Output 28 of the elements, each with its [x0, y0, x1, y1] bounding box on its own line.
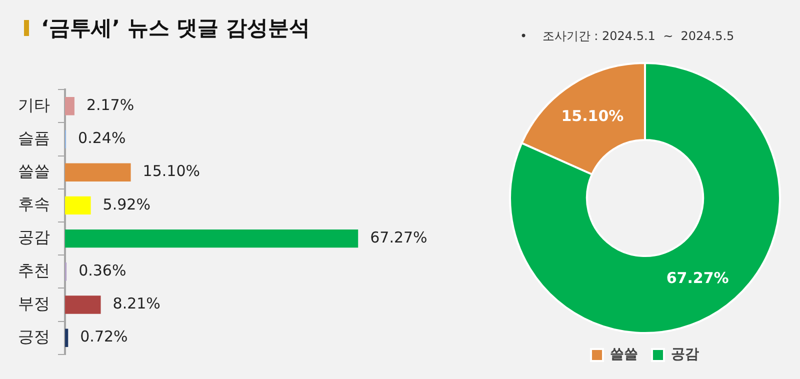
data-label: 8.21%	[112, 294, 160, 313]
data-label: 15.10%	[142, 162, 200, 180]
y-tick-label: 공감	[18, 228, 50, 247]
data-label: 0.72%	[80, 328, 128, 346]
data-label: 2.17%	[86, 96, 134, 114]
data-label: 67.27%	[666, 268, 729, 287]
y-tick-label: 부정	[18, 294, 50, 313]
data-label: 67.27%	[370, 228, 428, 246]
y-tick-label: 후속	[18, 194, 50, 214]
legend-label: 쓸쓸	[610, 346, 638, 363]
text: • 조사기간 : 2024.5.1 ~ 2024.5.5	[520, 28, 734, 45]
data-label: 0.36%	[78, 262, 126, 280]
y-tick-label: 추천	[18, 260, 50, 280]
y-tick-label: 긍정	[18, 327, 50, 346]
bar	[65, 196, 91, 215]
bar	[65, 328, 68, 347]
y-tick-label: 슬픔	[18, 128, 50, 148]
data-label: 15.10%	[561, 106, 624, 125]
bar	[65, 97, 74, 116]
data-label: 5.92%	[102, 195, 150, 214]
bar	[65, 296, 101, 314]
bar	[65, 229, 358, 248]
y-tick-label: 기타	[18, 95, 50, 114]
chart-title: ‘금투세’ 뉴스 댓글 감성분석	[41, 15, 310, 42]
legend-label: 공감	[671, 346, 699, 363]
y-tick-label: 쓸쓸	[18, 162, 50, 181]
data-label: 0.24%	[78, 129, 126, 148]
bar	[65, 163, 131, 182]
